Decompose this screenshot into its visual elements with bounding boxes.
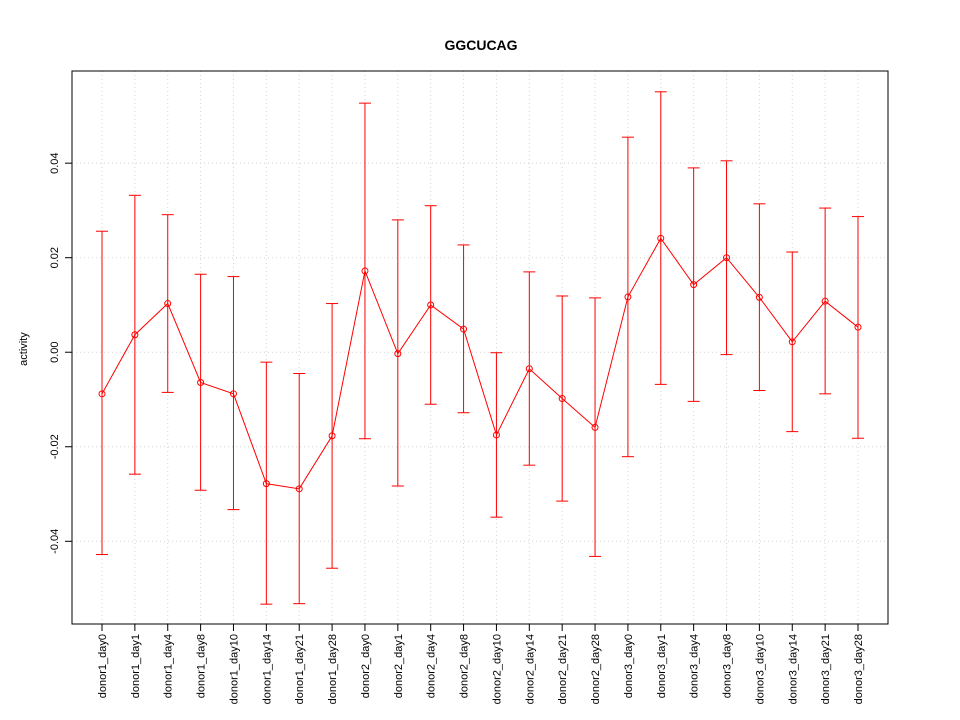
data-point — [328, 432, 336, 440]
x-tick-label: donor1_day8 — [196, 634, 208, 698]
y-axis: -0.04 -0.02 0.00 0.02 0.04 — [49, 152, 73, 554]
data-point — [460, 325, 468, 333]
series-polyline — [101, 237, 859, 490]
x-tick-label: donor1_day10 — [228, 634, 240, 704]
data-point — [854, 323, 862, 331]
grid — [72, 71, 888, 624]
data-point — [657, 234, 665, 242]
data-point — [197, 378, 205, 386]
x-tick-label: donor3_day28 — [853, 634, 865, 704]
data-points — [98, 234, 862, 493]
data-point — [788, 338, 796, 346]
data-point — [492, 431, 500, 439]
data-point — [164, 300, 172, 308]
data-point — [525, 365, 533, 373]
x-tick-label: donor2_day4 — [426, 634, 438, 698]
x-tick-label: donor3_day8 — [722, 634, 734, 698]
data-point — [723, 254, 731, 262]
x-tick-label: donor1_day1 — [130, 634, 142, 698]
x-tick-label: donor1_day21 — [294, 634, 306, 704]
y-tick-label: 0.04 — [49, 152, 61, 173]
data-point — [361, 267, 369, 275]
x-tick-label: donor2_day28 — [590, 634, 602, 704]
y-tick-label: -0.04 — [49, 529, 61, 554]
y-tick-label: 0.00 — [49, 342, 61, 363]
series-line — [101, 237, 859, 490]
error-bars — [96, 91, 864, 605]
x-tick-label: donor3_day10 — [754, 634, 766, 704]
x-tick-label: donor1_day0 — [97, 634, 109, 698]
x-tick-label: donor2_day21 — [557, 634, 569, 704]
data-point — [591, 423, 599, 431]
data-point — [690, 281, 698, 289]
data-point — [821, 297, 829, 305]
y-tick-label: 0.02 — [49, 247, 61, 268]
x-tick-label: donor1_day28 — [327, 634, 339, 704]
y-tick-label: -0.02 — [49, 434, 61, 459]
x-tick-label: donor1_day14 — [261, 634, 273, 704]
x-tick-label: donor3_day1 — [656, 634, 668, 698]
chart-title: GGCUCAG — [444, 37, 517, 53]
data-point — [131, 331, 139, 339]
x-tick-label: donor2_day14 — [524, 634, 536, 704]
x-tick-label: donor1_day4 — [163, 634, 175, 698]
x-tick-label: donor2_day0 — [360, 634, 372, 698]
x-axis: donor1_day0 donor1_day1 donor1_day4 donor1_… — [97, 623, 865, 704]
data-point — [624, 293, 632, 301]
data-point — [558, 395, 566, 403]
x-tick-label: donor2_day8 — [459, 634, 471, 698]
data-point — [394, 350, 402, 358]
data-point — [229, 390, 237, 398]
data-point — [427, 301, 435, 309]
x-tick-label: donor2_day1 — [393, 634, 405, 698]
x-tick-label: donor3_day21 — [820, 634, 832, 704]
x-tick-label: donor3_day4 — [689, 634, 701, 698]
data-point — [295, 485, 303, 493]
data-point — [755, 293, 763, 301]
x-tick-label: donor2_day10 — [491, 634, 503, 704]
data-point — [262, 480, 270, 488]
x-tick-label: donor3_day14 — [787, 634, 799, 704]
y-axis-label: activity — [18, 332, 30, 366]
data-point — [98, 390, 106, 398]
x-tick-label: donor3_day0 — [623, 634, 635, 698]
